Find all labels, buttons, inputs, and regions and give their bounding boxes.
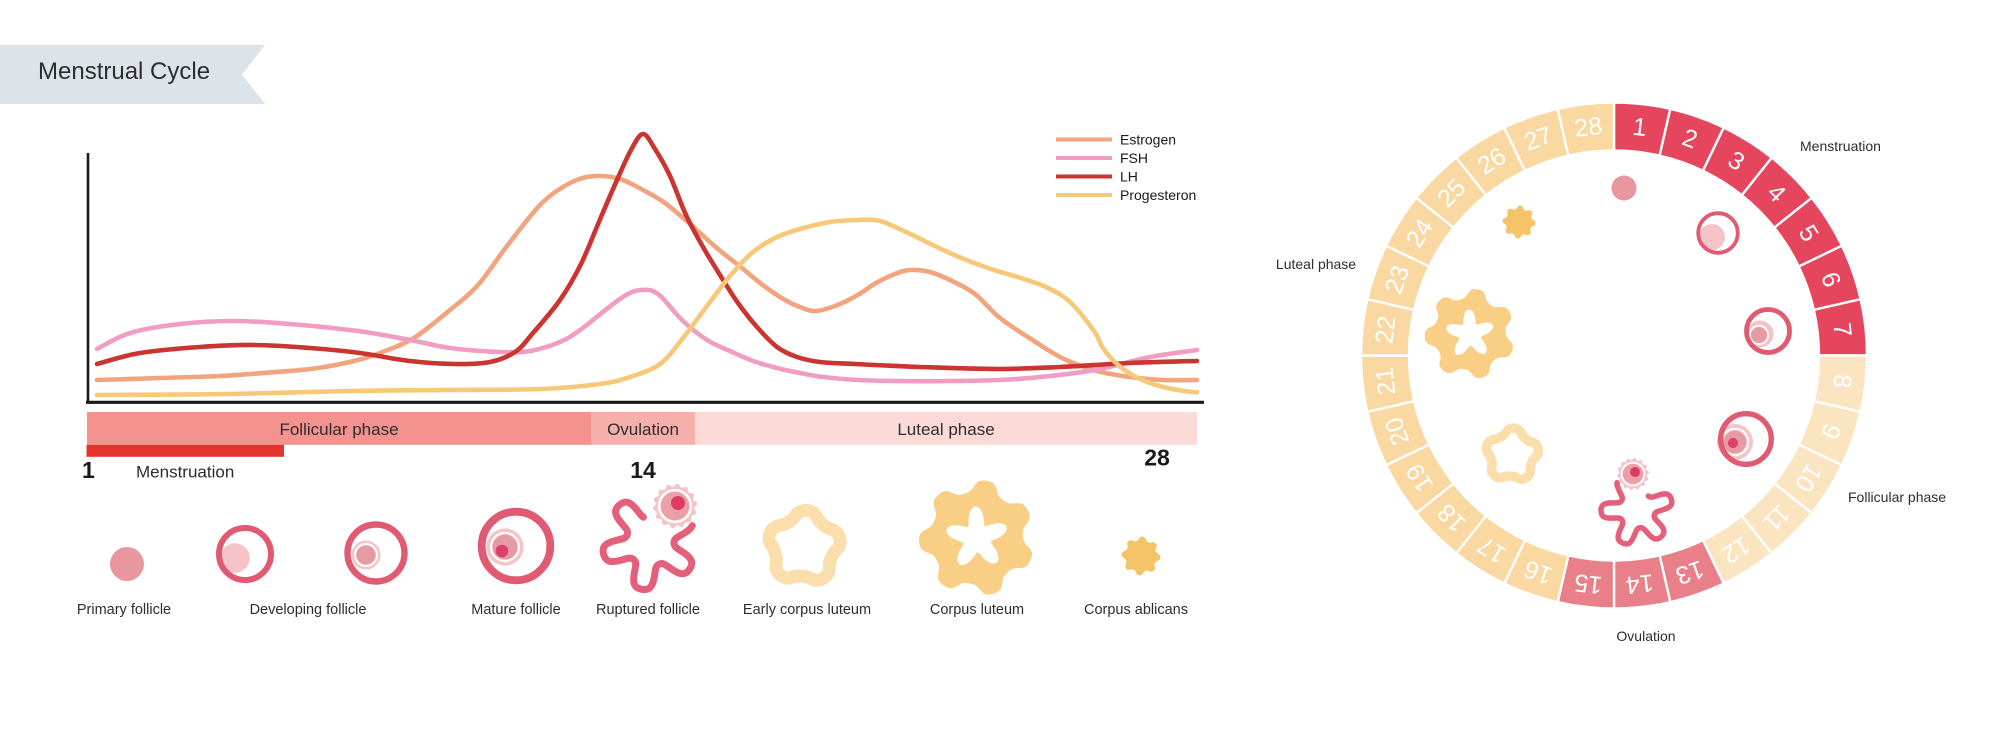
svg-text:Menstruation: Menstruation — [1800, 138, 1881, 154]
svg-text:Corpus luteum: Corpus luteum — [930, 602, 1024, 618]
svg-text:Progesteron: Progesteron — [1120, 187, 1196, 203]
svg-text:Corpus ablicans: Corpus ablicans — [1084, 602, 1188, 618]
svg-text:28: 28 — [1144, 445, 1170, 471]
svg-text:Ruptured follicle: Ruptured follicle — [596, 602, 700, 618]
svg-text:14: 14 — [630, 457, 656, 483]
svg-text:Follicular phase: Follicular phase — [1848, 489, 1946, 505]
svg-text:LH: LH — [1120, 169, 1138, 185]
svg-text:Ovulation: Ovulation — [1616, 628, 1675, 644]
svg-text:Menstruation: Menstruation — [136, 463, 234, 482]
svg-text:Primary follicle: Primary follicle — [77, 602, 171, 618]
svg-text:Menstrual Cycle: Menstrual Cycle — [38, 58, 210, 85]
svg-text:Ovulation: Ovulation — [607, 420, 679, 439]
svg-text:Luteal phase: Luteal phase — [1276, 256, 1356, 272]
svg-text:8: 8 — [1827, 373, 1856, 390]
svg-text:Follicular phase: Follicular phase — [279, 420, 398, 439]
svg-text:21: 21 — [1370, 366, 1401, 397]
svg-text:Estrogen: Estrogen — [1120, 132, 1176, 148]
svg-text:14: 14 — [1624, 568, 1655, 599]
svg-text:1: 1 — [1631, 113, 1648, 142]
svg-text:28: 28 — [1573, 112, 1604, 143]
svg-text:Developing follicle: Developing follicle — [250, 602, 367, 618]
svg-text:Mature follicle: Mature follicle — [471, 602, 560, 618]
svg-text:FSH: FSH — [1120, 150, 1148, 166]
svg-text:22: 22 — [1370, 314, 1401, 345]
svg-text:Luteal phase: Luteal phase — [897, 420, 994, 439]
svg-text:1: 1 — [82, 457, 95, 483]
svg-text:15: 15 — [1573, 568, 1604, 599]
svg-text:7: 7 — [1827, 321, 1856, 338]
svg-text:Early corpus luteum: Early corpus luteum — [743, 602, 871, 618]
